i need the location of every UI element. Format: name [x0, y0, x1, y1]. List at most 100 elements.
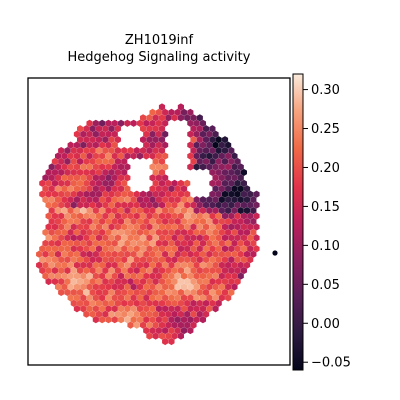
spot: [174, 207, 181, 215]
spot: [140, 136, 147, 144]
spot-outlier: [272, 250, 278, 256]
spot: [121, 234, 128, 242]
spot: [218, 152, 225, 160]
spot: [146, 234, 153, 242]
spot: [83, 245, 90, 253]
spot: [48, 185, 55, 193]
spot: [158, 212, 166, 220]
spot: [174, 228, 181, 236]
spot: [146, 125, 153, 133]
spot: [146, 190, 153, 198]
spot: [168, 294, 175, 302]
spot: [140, 245, 147, 253]
spot: [58, 223, 65, 231]
spot: [193, 239, 200, 247]
spot: [199, 228, 207, 236]
spot: [86, 228, 93, 236]
spot: [190, 288, 197, 296]
spot: [105, 305, 112, 313]
spot: [203, 288, 210, 296]
spot: [102, 201, 109, 209]
spot: [45, 179, 52, 187]
spot: [108, 234, 115, 242]
spot: [225, 174, 232, 182]
spot: [171, 201, 178, 209]
spot: [89, 136, 96, 144]
spot: [162, 305, 169, 313]
spot: [146, 310, 153, 318]
spot: [70, 212, 77, 220]
spot: [215, 234, 222, 242]
spot: [45, 256, 52, 264]
spot: [140, 125, 147, 133]
spot: [67, 239, 74, 247]
spot: [228, 256, 235, 264]
spot: [218, 261, 225, 269]
spot: [89, 212, 96, 220]
spot: [237, 272, 244, 280]
spot: [105, 196, 112, 204]
spot: [155, 163, 162, 171]
spot: [206, 141, 213, 149]
spot: [231, 217, 238, 226]
spot: [196, 277, 203, 286]
spot: [83, 310, 90, 318]
spot: [77, 256, 84, 264]
spot: [105, 283, 112, 291]
spot: [162, 316, 169, 324]
spot: [218, 163, 225, 171]
spot: [108, 168, 115, 176]
spot: [73, 283, 81, 291]
spot: [158, 245, 166, 253]
spot: [196, 212, 203, 220]
spot: [133, 147, 140, 155]
spot: [193, 228, 200, 236]
spot: [190, 277, 197, 286]
spot: [127, 310, 134, 318]
spot: [212, 305, 219, 313]
spot: [58, 147, 65, 155]
spot: [58, 201, 65, 209]
spot: [92, 283, 99, 291]
spot: [140, 277, 147, 286]
spot: [105, 119, 112, 127]
spot: [61, 217, 68, 226]
spot: [218, 228, 225, 236]
spot: [77, 157, 84, 166]
spot: [162, 163, 169, 171]
spot: [228, 168, 235, 176]
spot: [121, 201, 128, 209]
spot: [86, 163, 93, 171]
spot: [73, 250, 81, 258]
spot: [124, 174, 131, 182]
spot: [209, 223, 216, 231]
spot: [231, 152, 238, 160]
spot: [225, 272, 232, 280]
spot: [218, 174, 225, 182]
spot: [237, 185, 244, 193]
spot: [174, 327, 181, 335]
spot: [83, 212, 90, 220]
spot: [48, 207, 55, 215]
spot: [124, 261, 131, 269]
spot: [99, 130, 106, 138]
spot: [234, 234, 241, 242]
spot: [149, 207, 156, 215]
spot-layer: [36, 103, 260, 346]
spot: [149, 174, 156, 182]
spot: [114, 201, 121, 209]
spot: [231, 174, 238, 182]
spot: [253, 234, 260, 242]
spot: [190, 310, 197, 318]
spot: [70, 190, 77, 198]
spot: [221, 136, 229, 144]
spot: [180, 239, 188, 247]
spot: [140, 212, 147, 220]
spot: [209, 125, 216, 133]
spot: [162, 130, 169, 138]
spot: [155, 283, 162, 291]
spot: [196, 245, 203, 253]
spot: [218, 272, 225, 280]
spot: [149, 327, 156, 335]
spot: [77, 136, 84, 144]
